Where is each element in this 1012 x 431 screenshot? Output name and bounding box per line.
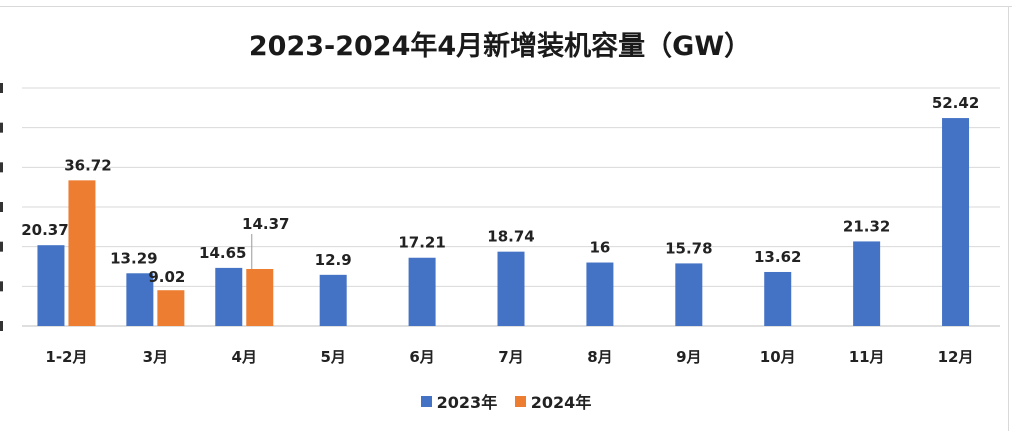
bar-2024-1-2月	[68, 180, 96, 326]
x-tick-label: 3月	[143, 348, 168, 366]
legend-label-2024: 2024年	[530, 393, 592, 412]
legend-item-2023: 2023年	[420, 389, 498, 413]
x-tick-label: 11月	[849, 348, 885, 366]
data-label-2023: 13.29	[110, 249, 157, 267]
frame-top-border	[0, 6, 1012, 7]
data-label-2023: 15.78	[665, 239, 712, 257]
y-tick-stub	[0, 162, 3, 173]
data-label-2023: 16	[589, 239, 610, 257]
bar-2023-10月	[764, 271, 792, 326]
bar-2023-9月	[675, 263, 703, 326]
bar-2023-11月	[853, 241, 881, 326]
data-label-2023: 52.42	[932, 94, 979, 112]
x-tick-label: 6月	[409, 348, 434, 366]
bar-2024-3月	[157, 290, 185, 326]
chart-title: 2023-2024年4月新增装机容量（GW）	[248, 31, 752, 62]
y-tick-stub	[0, 281, 3, 292]
data-label-2023: 14.65	[199, 244, 246, 262]
frame-right-border	[1008, 6, 1009, 431]
x-tick-label: 8月	[587, 348, 612, 366]
x-tick-label: 9月	[676, 348, 701, 366]
legend-swatch-2024	[514, 395, 526, 407]
data-label-2023: 18.74	[487, 228, 534, 246]
x-tick-label: 4月	[232, 348, 257, 366]
x-tick-label: 10月	[760, 348, 796, 366]
data-label-2023: 20.37	[21, 221, 68, 239]
legend: 2023年 2024年	[0, 389, 1012, 413]
bar-2023-1-2月	[37, 245, 65, 326]
bar-2023-4月	[215, 267, 243, 326]
bar-2023-8月	[586, 262, 614, 326]
data-label-2024: 9.02	[148, 268, 185, 286]
y-tick-stub	[0, 241, 3, 252]
y-tick-stub	[0, 321, 3, 331]
data-label-2023: 17.21	[398, 234, 445, 252]
y-tick-stub	[0, 83, 3, 93]
data-label-2023: 12.9	[315, 251, 352, 269]
legend-item-2024: 2024年	[514, 389, 592, 413]
bar-2024-4月	[246, 268, 274, 326]
bar-2023-12月	[942, 118, 970, 326]
y-tick-stub	[0, 122, 3, 133]
data-label-2023: 21.32	[843, 217, 890, 235]
bar-2023-3月	[126, 273, 154, 326]
bar-2023-5月	[319, 274, 347, 326]
bar-2023-6月	[408, 257, 436, 326]
x-tick-label: 12月	[938, 348, 974, 366]
x-tick-label: 5月	[320, 348, 345, 366]
x-tick-label: 1-2月	[45, 348, 87, 366]
legend-label-2023: 2023年	[436, 393, 498, 412]
y-tick-stub	[0, 202, 3, 212]
data-label-2023: 13.62	[754, 248, 801, 266]
data-label-2024: 14.37	[242, 215, 289, 233]
bar-2023-7月	[497, 251, 525, 326]
x-tick-label: 7月	[498, 348, 523, 366]
legend-swatch-2023	[420, 395, 432, 407]
data-label-2024: 36.72	[64, 156, 111, 174]
